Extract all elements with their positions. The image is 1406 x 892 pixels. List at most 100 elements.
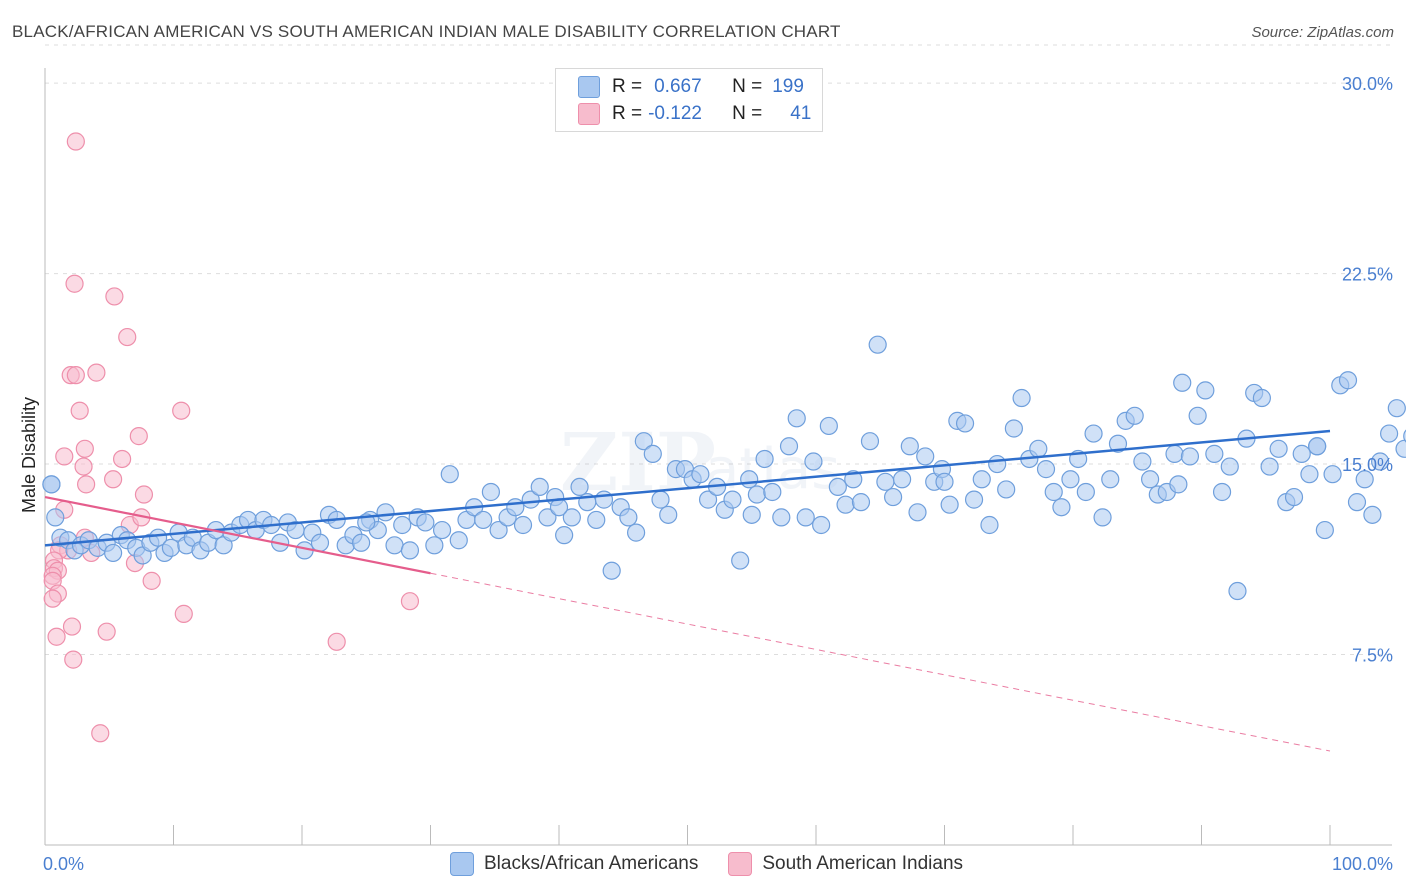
data-point bbox=[1308, 437, 1327, 456]
data-point bbox=[1252, 388, 1271, 408]
r-value: 0.667 bbox=[654, 76, 702, 97]
data-point bbox=[1029, 439, 1048, 458]
data-point bbox=[1338, 371, 1358, 390]
data-point bbox=[876, 472, 895, 491]
data-point bbox=[851, 493, 871, 512]
data-point bbox=[1180, 447, 1200, 466]
data-point bbox=[1347, 493, 1367, 512]
data-point bbox=[1169, 475, 1188, 494]
trend-line-blacks bbox=[44, 429, 1331, 547]
data-point bbox=[1300, 465, 1319, 484]
grid-lines bbox=[45, 44, 1392, 656]
data-point bbox=[1260, 457, 1279, 476]
data-point bbox=[148, 528, 168, 547]
data-point bbox=[602, 561, 621, 580]
data-point bbox=[955, 414, 975, 433]
data-point bbox=[916, 447, 935, 466]
data-point bbox=[55, 447, 74, 466]
data-point bbox=[105, 287, 124, 306]
data-point bbox=[1133, 452, 1152, 471]
n-label: N = bbox=[732, 103, 763, 124]
data-point bbox=[134, 485, 154, 504]
data-point bbox=[474, 510, 493, 530]
data-point bbox=[796, 508, 815, 527]
trend-lines bbox=[44, 429, 1331, 752]
data-point bbox=[530, 477, 549, 497]
data-point bbox=[104, 470, 123, 489]
legend-item-blacks: Blacks/African Americans bbox=[450, 852, 698, 876]
x-tick-label: 100.0% bbox=[1332, 854, 1393, 874]
data-point bbox=[172, 401, 191, 420]
data-point bbox=[91, 724, 110, 743]
data-point bbox=[425, 536, 444, 555]
r-label: R = bbox=[612, 103, 643, 124]
data-point bbox=[819, 416, 838, 436]
data-point bbox=[892, 470, 912, 489]
legend-item-south-american-indians: South American Indians bbox=[728, 852, 963, 876]
data-point bbox=[698, 490, 718, 509]
data-point bbox=[883, 487, 903, 507]
r-label: R = bbox=[612, 76, 643, 97]
data-point bbox=[513, 515, 533, 535]
data-point bbox=[70, 401, 89, 420]
data-point bbox=[940, 495, 959, 514]
data-point bbox=[908, 503, 927, 522]
data-point bbox=[900, 437, 919, 456]
data-point bbox=[935, 472, 954, 491]
data-point bbox=[1269, 439, 1288, 458]
data-point bbox=[1125, 406, 1144, 425]
data-point bbox=[1188, 406, 1207, 425]
data-point bbox=[432, 520, 452, 540]
data-point bbox=[828, 477, 847, 497]
r-value: -0.122 bbox=[648, 103, 702, 124]
data-point bbox=[62, 617, 82, 636]
data-point bbox=[964, 490, 984, 509]
data-point bbox=[87, 363, 106, 382]
data-point bbox=[742, 505, 761, 524]
legend-row-south-american-indians: R = -0.122 N = 41 bbox=[578, 101, 811, 127]
data-point bbox=[1387, 399, 1406, 418]
legend-row-blacks: R = 0.667 N = 199 bbox=[578, 74, 804, 100]
series-legend: Blacks/African Americans South American … bbox=[450, 852, 993, 876]
data-point bbox=[1084, 424, 1103, 443]
tick-labels: 7.5% 15.0% 22.5% 30.0% 0.0% 100.0% Male Disabi… bbox=[19, 74, 1393, 874]
data-point bbox=[997, 480, 1016, 499]
data-point bbox=[868, 335, 887, 354]
data-point bbox=[1004, 419, 1023, 438]
data-point bbox=[812, 515, 831, 535]
data-point bbox=[723, 490, 742, 509]
pink-swatch-icon bbox=[578, 103, 600, 125]
data-point bbox=[538, 508, 557, 527]
data-point bbox=[416, 513, 435, 532]
data-point bbox=[310, 533, 330, 552]
data-point bbox=[174, 604, 193, 623]
data-point bbox=[972, 470, 991, 489]
data-point bbox=[1101, 470, 1120, 489]
data-point bbox=[74, 457, 93, 476]
y-tick-label: 7.5% bbox=[1352, 646, 1393, 666]
data-point bbox=[634, 432, 653, 451]
data-point bbox=[1012, 388, 1031, 408]
data-point bbox=[787, 409, 806, 428]
data-point bbox=[77, 475, 96, 494]
n-value: 41 bbox=[790, 103, 812, 124]
data-point bbox=[740, 470, 759, 489]
data-point bbox=[66, 366, 85, 385]
data-point bbox=[1403, 429, 1406, 443]
data-point bbox=[449, 531, 468, 550]
data-point bbox=[489, 520, 508, 540]
data-point bbox=[400, 592, 420, 611]
data-point bbox=[980, 515, 999, 535]
legend-label: South American Indians bbox=[762, 853, 964, 874]
data-point bbox=[988, 454, 1007, 474]
data-point bbox=[860, 432, 880, 451]
data-point bbox=[400, 541, 420, 560]
data-point bbox=[46, 508, 65, 527]
y-tick-label: 15.0% bbox=[1342, 455, 1393, 475]
data-point bbox=[594, 490, 614, 509]
data-point bbox=[393, 515, 412, 535]
data-point bbox=[1212, 482, 1232, 502]
data-point bbox=[1363, 505, 1382, 524]
data-point bbox=[104, 543, 123, 563]
data-point bbox=[619, 508, 638, 527]
